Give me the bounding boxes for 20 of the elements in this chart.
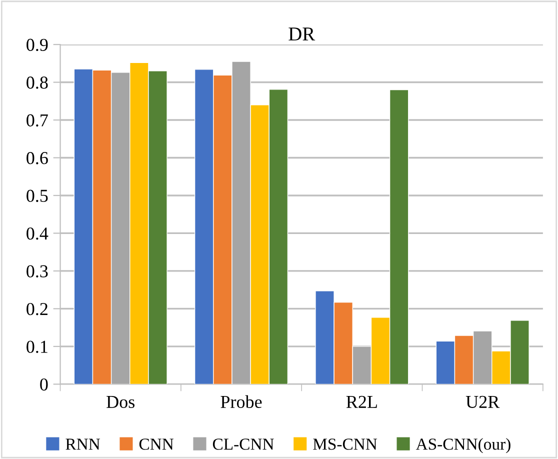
y-tick-label: 0.4 xyxy=(26,227,48,240)
y-tick-label: 0.2 xyxy=(26,302,48,316)
x-tick-label: Dos xyxy=(106,396,134,408)
x-tick-label: R2L xyxy=(346,396,377,408)
y-tick-label: 0.8 xyxy=(26,76,48,89)
legend-label: CL-CNN xyxy=(212,438,274,450)
y-tick-label: 0.9 xyxy=(26,38,48,52)
y-tick-label: 0.3 xyxy=(26,265,48,278)
y-tick-label: 0.7 xyxy=(26,114,48,127)
x-tick-label: U2R xyxy=(466,396,500,408)
y-tick-label: 0.5 xyxy=(26,190,48,202)
y-tick-label: 0 xyxy=(40,378,48,391)
chart-title: DR xyxy=(288,28,316,40)
y-tick-label: 0.6 xyxy=(26,152,48,164)
legend-label: AS-CNN(our) xyxy=(416,438,510,454)
legend-label: CNN xyxy=(139,438,174,450)
y-tick-label: 0.1 xyxy=(26,340,48,353)
legend-label: MS-CNN xyxy=(313,438,378,450)
legend-label: RNN xyxy=(66,438,100,450)
x-tick-label: Probe xyxy=(220,395,262,408)
